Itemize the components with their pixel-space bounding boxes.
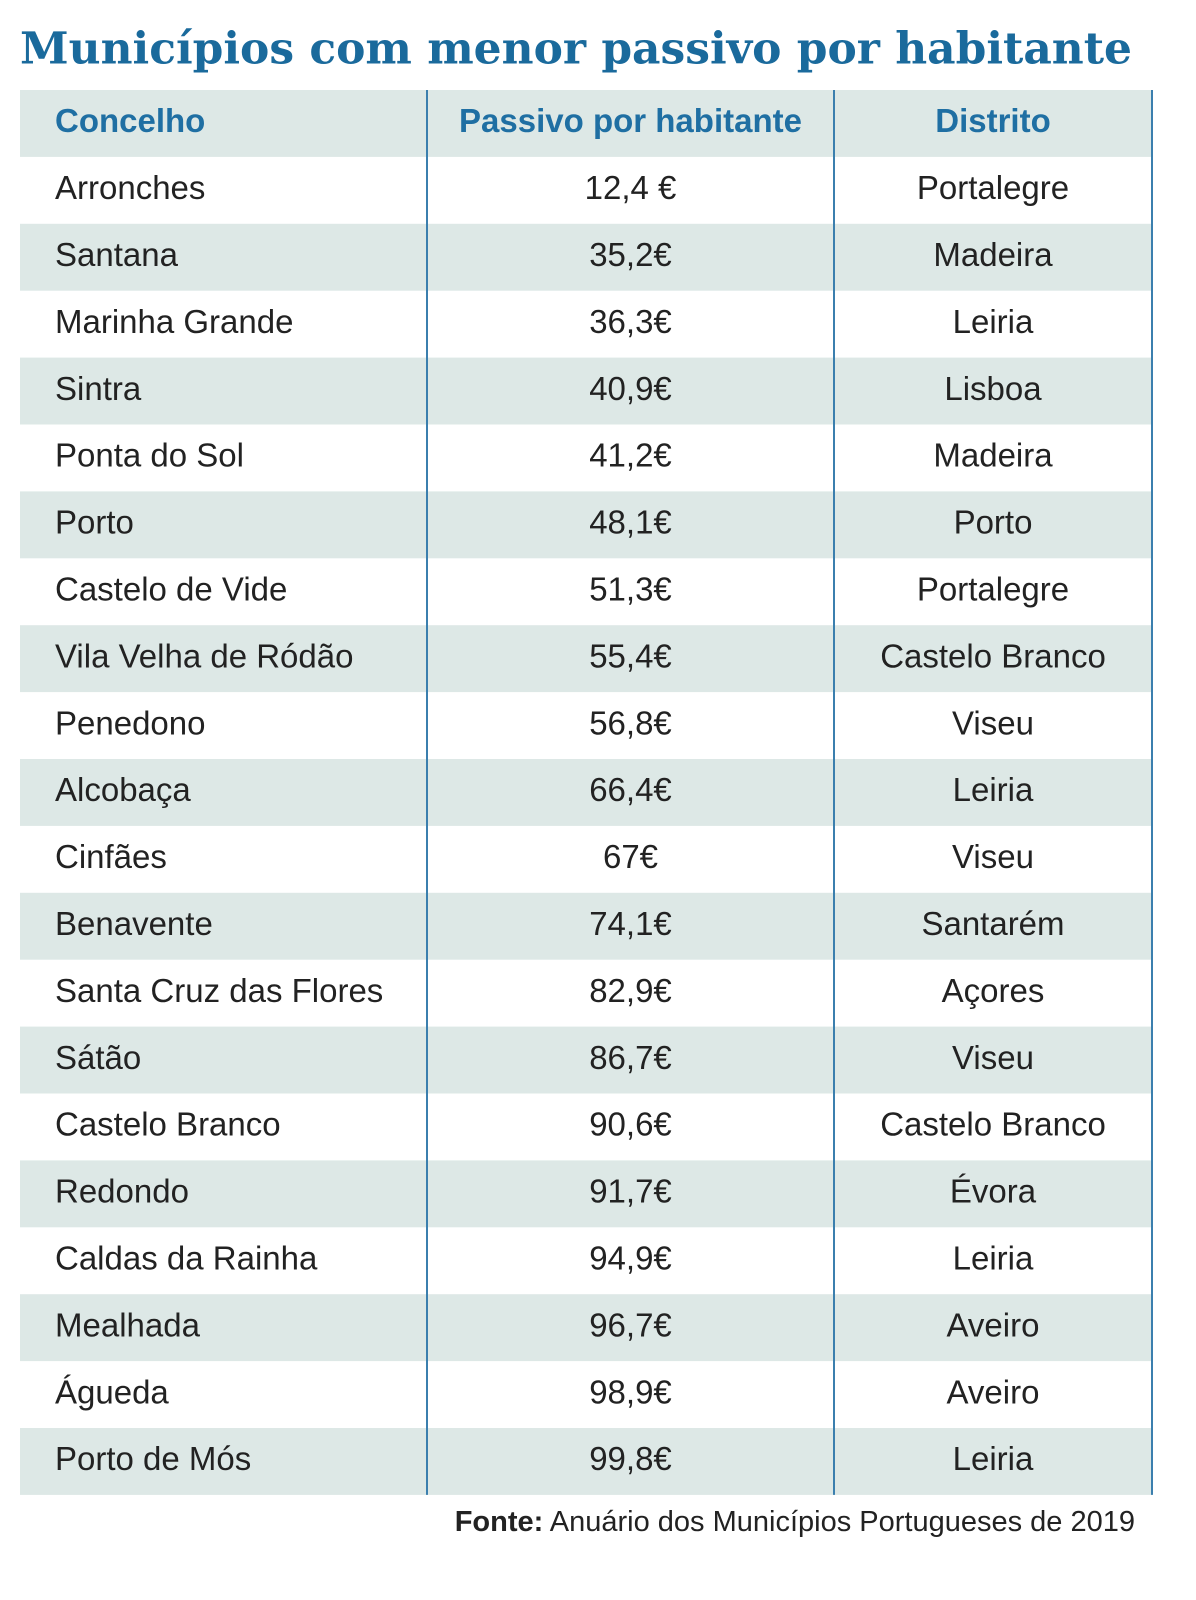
- cell: Penedono: [55, 704, 205, 741]
- cell: Águeda: [55, 1373, 169, 1410]
- row-bg: [20, 357, 1152, 425]
- cell: Leiria: [953, 303, 1034, 340]
- cell: 96,7€: [589, 1306, 672, 1343]
- cell: Madeira: [933, 437, 1053, 474]
- cell: 41,2€: [589, 437, 672, 474]
- cell: Arronches: [55, 169, 205, 206]
- cell: Castelo de Vide: [55, 570, 287, 607]
- cell: 51,3€: [589, 570, 672, 607]
- cell: Mealhada: [55, 1306, 201, 1343]
- row-bg: [20, 1026, 1152, 1094]
- table: Concelho Passivo por habitante Distrito Arr…: [20, 90, 1153, 1495]
- cell: Marinha Grande: [55, 303, 293, 340]
- column-header: Concelho: [55, 102, 205, 139]
- source-text: Anuário dos Municípios Portugueses de 20…: [550, 1506, 1135, 1538]
- cell: Porto de Mós: [55, 1440, 251, 1477]
- cell: 67€: [603, 838, 658, 875]
- cell: Castelo Branco: [880, 637, 1106, 674]
- source: Fonte: Anuário dos Municípios Portuguese…: [455, 1506, 1135, 1538]
- cell: 35,2€: [589, 236, 672, 273]
- cell: Leiria: [953, 1440, 1034, 1477]
- cell: 86,7€: [589, 1039, 672, 1076]
- cell: 90,6€: [589, 1106, 672, 1143]
- cell: Benavente: [55, 905, 213, 942]
- row-bg: [20, 1428, 1152, 1495]
- cell: Portalegre: [917, 169, 1069, 206]
- cell: Porto: [954, 504, 1033, 541]
- cell: Cinfães: [55, 838, 167, 875]
- header-bg: [20, 90, 1152, 157]
- cell: Alcobaça: [55, 771, 191, 808]
- title: Municípios com menor passivo por habitan…: [20, 24, 1132, 75]
- cell: Santana: [55, 236, 179, 273]
- cell: 56,8€: [589, 704, 672, 741]
- cell: 74,1€: [589, 905, 672, 942]
- row-bg: [20, 1294, 1152, 1362]
- cell: Leiria: [953, 1239, 1034, 1276]
- cell: 55,4€: [589, 637, 672, 674]
- cell: Santarém: [921, 905, 1064, 942]
- cell: Santa Cruz das Flores: [55, 972, 383, 1009]
- cell: Vila Velha de Ródão: [55, 637, 353, 674]
- row-bg: [20, 759, 1152, 826]
- source-label: Fonte:: [455, 1506, 544, 1538]
- cell: Caldas da Rainha: [55, 1239, 318, 1276]
- row-bg: [20, 892, 1152, 960]
- cell: Porto: [55, 504, 134, 541]
- row-bg: [20, 625, 1152, 693]
- cell: 91,7€: [589, 1173, 672, 1210]
- row-bg: [20, 223, 1152, 291]
- cell: Redondo: [55, 1173, 189, 1210]
- cell: 94,9€: [589, 1239, 672, 1276]
- cell: Aveiro: [947, 1306, 1040, 1343]
- cell: Viseu: [952, 838, 1034, 875]
- row-bg: [20, 1160, 1152, 1228]
- cell: Viseu: [952, 704, 1034, 741]
- cell: Madeira: [933, 236, 1053, 273]
- cell: Sátão: [55, 1039, 141, 1076]
- cell: 36,3€: [589, 303, 672, 340]
- cell: Sintra: [55, 370, 142, 407]
- cell: Aveiro: [947, 1373, 1040, 1410]
- cell: Ponta do Sol: [55, 437, 244, 474]
- cell: Évora: [950, 1173, 1037, 1210]
- cell: Açores: [942, 972, 1045, 1009]
- cell: Portalegre: [917, 570, 1069, 607]
- row-bg: [20, 491, 1152, 559]
- cell: Viseu: [952, 1039, 1034, 1076]
- cell: 48,1€: [589, 504, 672, 541]
- cell: 66,4€: [589, 771, 672, 808]
- column-header: Passivo por habitante: [459, 102, 802, 139]
- cell: Lisboa: [944, 370, 1042, 407]
- cell: Leiria: [953, 771, 1034, 808]
- cell: 99,8€: [589, 1440, 672, 1477]
- cell: 82,9€: [589, 972, 672, 1009]
- column-header: Distrito: [935, 102, 1051, 139]
- cell: 40,9€: [589, 370, 672, 407]
- cell: Castelo Branco: [880, 1106, 1106, 1143]
- cell: 98,9€: [589, 1373, 672, 1410]
- cell: Castelo Branco: [55, 1106, 281, 1143]
- cell: 12,4 €: [585, 169, 677, 206]
